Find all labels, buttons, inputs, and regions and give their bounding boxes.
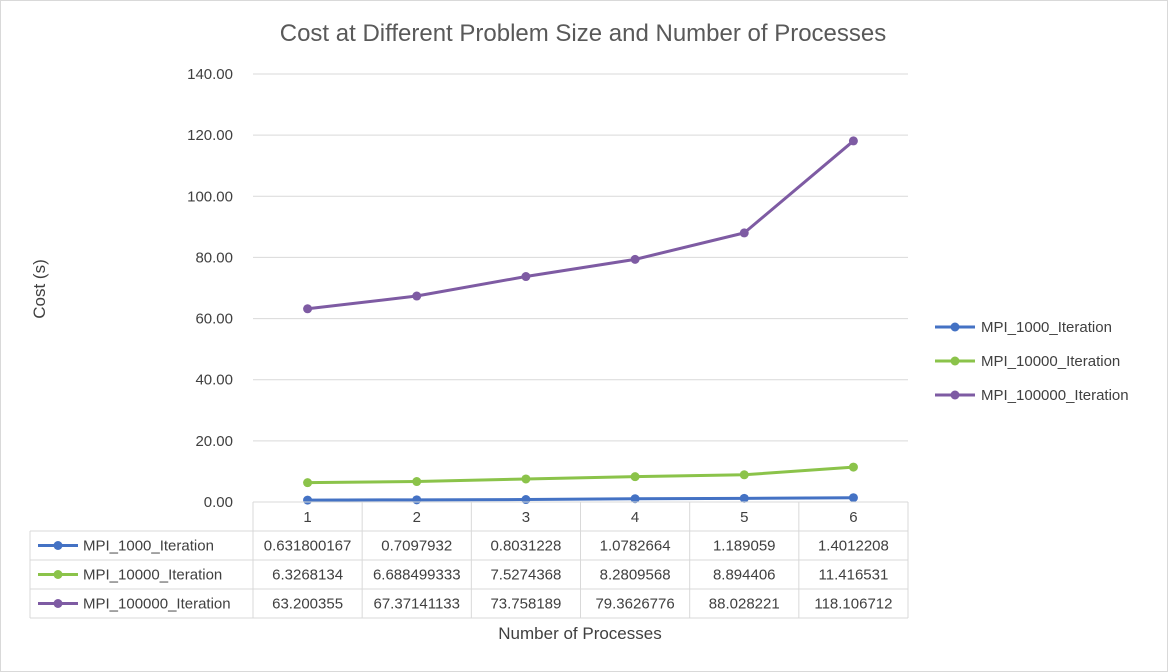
legend-key-marker [950,356,960,366]
table-cell: 1.189059 [713,538,776,555]
table-cell: 11.416531 [819,567,889,584]
table-cell: 8.2809568 [600,567,671,584]
data-point [412,495,422,505]
table-cell: 118.106712 [814,596,892,613]
table-cell: 79.3626776 [595,596,674,613]
table-cell: 0.631800167 [264,538,352,555]
x-tick-label: 3 [522,509,530,526]
table-cell: 1.4012208 [818,538,889,555]
table-series-key-marker [53,599,63,608]
table-cell: 8.894406 [713,567,776,584]
x-tick-label: 6 [849,509,857,526]
x-tick-label: 5 [740,509,748,526]
table-cell: 6.3268134 [272,567,343,584]
data-point [412,291,422,301]
table-cell: 7.5274368 [490,567,561,584]
legend-key-marker [950,390,960,400]
data-point [630,494,640,504]
table-series-name: MPI_1000_Iteration [83,538,214,555]
table-series-key-marker [53,541,63,550]
data-point [521,495,531,505]
table-series-name: MPI_10000_Iteration [83,567,222,584]
legend-entry: MPI_1000_Iteration [981,319,1112,336]
series-line [306,465,855,485]
data-point [303,304,313,314]
y-tick-label: 120.00 [187,127,233,144]
data-point [630,472,640,482]
y-tick-label: 40.00 [195,372,233,389]
table-cell: 73.758189 [490,596,561,613]
y-tick-label: 100.00 [187,188,233,205]
x-tick-label: 1 [303,509,311,526]
legend-entry: MPI_100000_Iteration [981,387,1129,404]
legend-entry: MPI_10000_Iteration [981,353,1120,370]
legend-key-marker [950,322,960,332]
data-point [521,474,531,484]
data-point [412,477,422,487]
table-cell: 0.7097932 [381,538,452,555]
y-tick-label: 60.00 [195,311,233,328]
data-point [739,470,749,480]
x-tick-label: 2 [413,509,421,526]
y-axis-title: Cost (s) [30,259,49,319]
data-point [303,478,313,488]
data-point [848,462,858,472]
table-cell: 63.200355 [272,596,343,613]
x-tick-label: 4 [631,509,639,526]
data-point [739,493,749,503]
data-point [630,254,640,264]
table-cell: 6.688499333 [373,567,461,584]
y-tick-label: 80.00 [195,249,233,266]
data-point [739,228,749,238]
data-point [848,493,858,503]
table-cell: 1.0782664 [600,538,671,555]
series-line [306,496,855,502]
x-axis-title: Number of Processes [498,624,661,643]
data-point [848,136,858,146]
y-tick-label: 0.00 [204,494,233,511]
table-cell: 0.8031228 [490,538,561,555]
y-tick-label: 20.00 [195,433,233,450]
y-tick-label: 140.00 [187,66,233,83]
chart-title: Cost at Different Problem Size and Numbe… [280,20,887,47]
data-point [521,272,531,282]
table-cell: 67.37141133 [374,596,460,613]
table-cell: 88.028221 [709,596,780,613]
table-series-key-marker [53,570,63,579]
table-series-name: MPI_100000_Iteration [83,596,231,613]
data-point [303,495,313,505]
series-line [306,139,855,311]
